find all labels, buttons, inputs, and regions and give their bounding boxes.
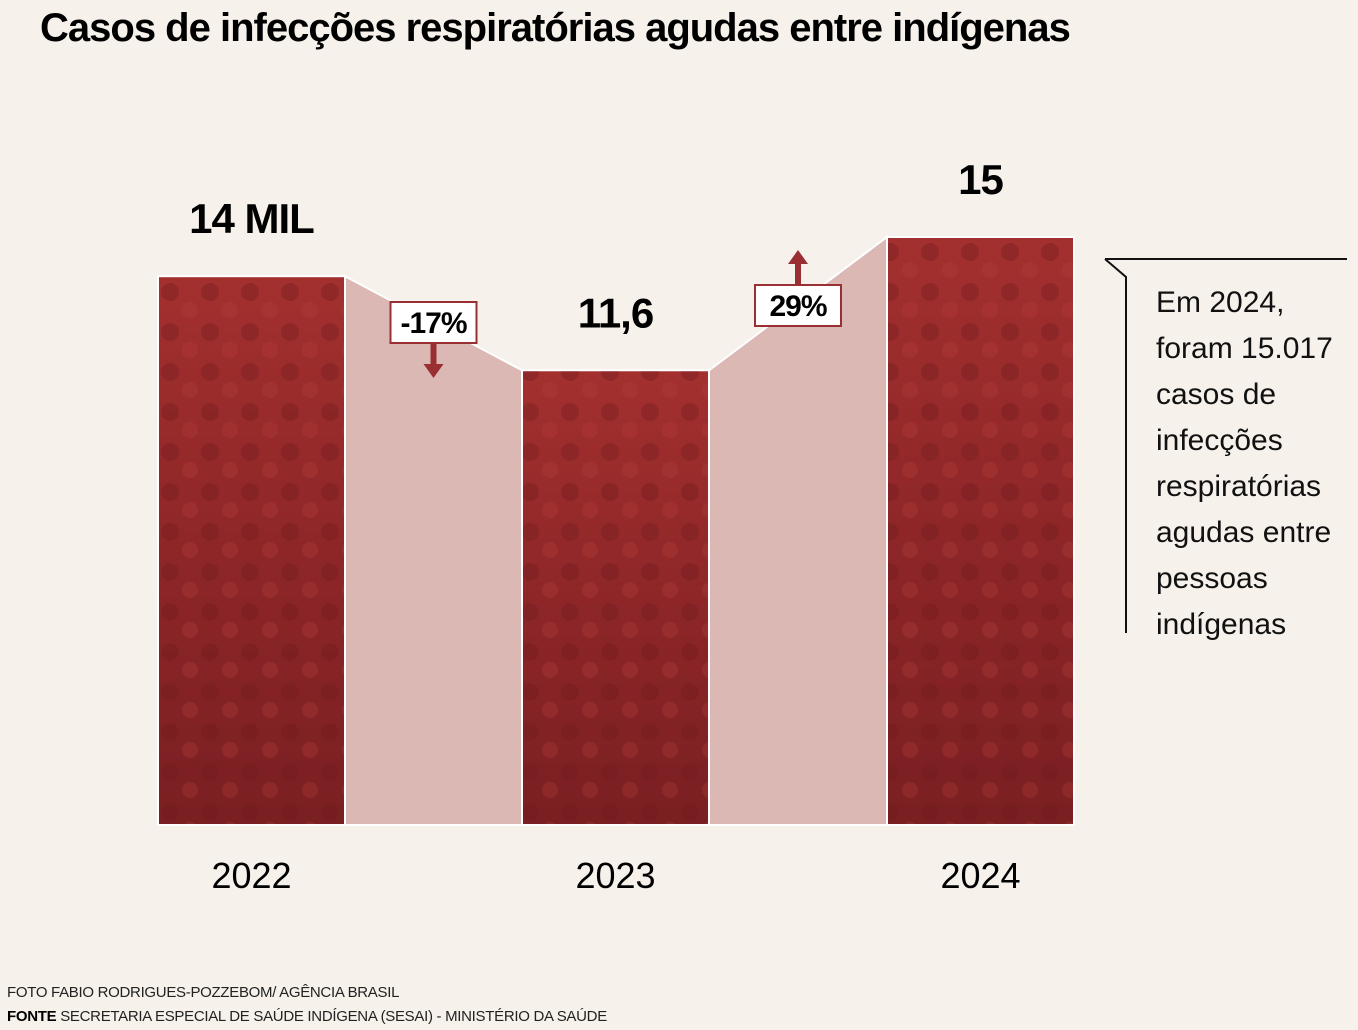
arrow-down-icon bbox=[423, 344, 444, 378]
source-label: FONTE bbox=[7, 1008, 57, 1025]
x-tick-label: 2023 bbox=[575, 855, 655, 896]
annotation-line: indígenas bbox=[1156, 608, 1287, 641]
annotation-line: casos de bbox=[1156, 378, 1277, 411]
annotation-line: Em 2024, bbox=[1156, 286, 1285, 319]
bar-photo-texture bbox=[888, 238, 1073, 824]
value-label: 15 bbox=[958, 156, 1003, 203]
source-credit: FONTE SECRETARIA ESPECIAL DE SAÚDE INDÍG… bbox=[7, 1008, 607, 1025]
change-badge bbox=[754, 284, 842, 327]
change-label: -17% bbox=[400, 307, 466, 340]
x-tick-label: 2024 bbox=[940, 855, 1020, 896]
photo-credit: FOTO FABIO RODRIGUES-POZZEBOM/ AGÊNCIA B… bbox=[7, 984, 400, 1001]
source-text: SECRETARIA ESPECIAL DE SAÚDE INDÍGENA (S… bbox=[60, 1008, 607, 1025]
annotation-line: pessoas bbox=[1156, 562, 1268, 595]
annotation-line: foram 15.017 bbox=[1156, 332, 1333, 365]
bar-photo-texture bbox=[523, 371, 708, 824]
x-tick-label: 2022 bbox=[211, 855, 291, 896]
annotation-line: respiratórias bbox=[1156, 470, 1322, 503]
annotation-line: infecções bbox=[1156, 424, 1283, 457]
annotation-line: agudas entre bbox=[1156, 516, 1332, 549]
annotation-bracket bbox=[1104, 258, 1347, 633]
bar-photo-texture bbox=[159, 277, 344, 824]
change-label: 29% bbox=[769, 290, 826, 323]
value-label: 14 MIL bbox=[189, 195, 314, 242]
change-badge bbox=[389, 301, 478, 344]
value-label: 11,6 bbox=[578, 289, 653, 336]
chart-title: Casos de infecções respiratórias agudas … bbox=[40, 6, 1071, 50]
arrow-up-icon bbox=[788, 250, 808, 284]
annotation-text: Em 2024, foram 15.017 casos de infecções res… bbox=[1156, 280, 1356, 648]
